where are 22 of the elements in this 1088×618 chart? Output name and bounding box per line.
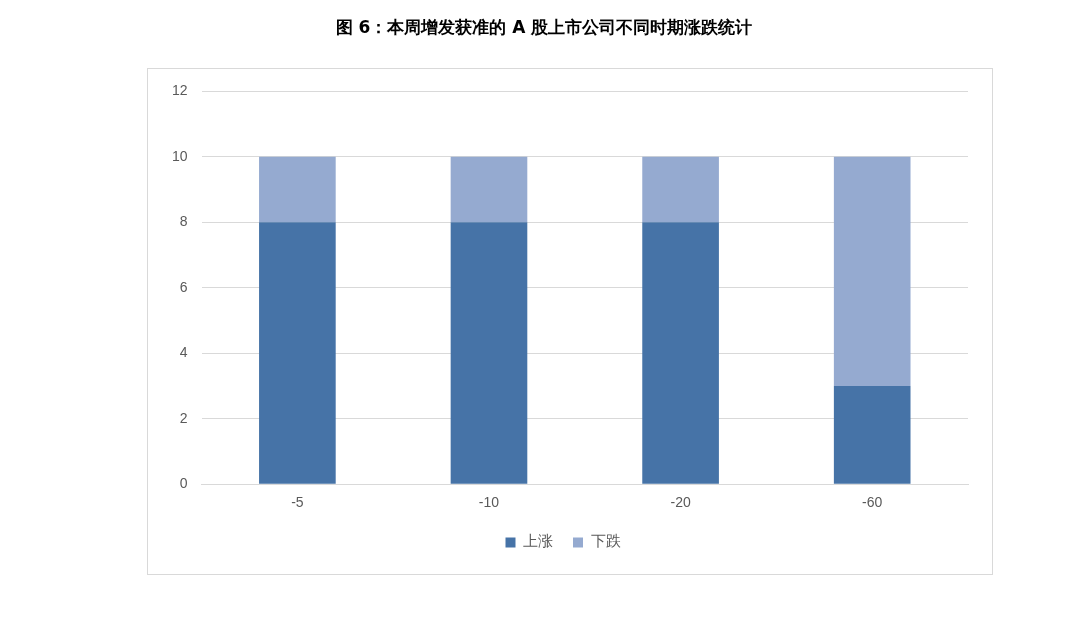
y-tick-label: 8 xyxy=(179,213,188,230)
y-tick-label: 10 xyxy=(171,147,188,164)
y-tick-label: 6 xyxy=(179,278,188,295)
bar xyxy=(833,156,911,386)
y-tick-label: 12 xyxy=(171,82,188,99)
chart-title: 图 6：本周增发获准的 A 股上市公司不同时期涨跌统计 xyxy=(334,16,754,39)
bar xyxy=(450,222,528,484)
y-tick-label: 2 xyxy=(179,409,188,426)
x-tick-label: -60 xyxy=(862,494,883,511)
bar xyxy=(642,222,719,484)
bar xyxy=(642,156,719,223)
bar xyxy=(259,222,336,484)
bar xyxy=(259,156,336,223)
y-tick-label: 0 xyxy=(179,475,188,492)
bar xyxy=(833,386,911,484)
x-tick-label: -20 xyxy=(670,494,691,511)
x-tick-label: -10 xyxy=(478,494,500,511)
y-tick-label: 4 xyxy=(179,344,188,361)
bar xyxy=(450,156,528,223)
legend-label: 上涨 xyxy=(523,532,553,551)
legend-label: 下跌 xyxy=(590,532,621,551)
x-tick-label: -5 xyxy=(291,494,304,511)
